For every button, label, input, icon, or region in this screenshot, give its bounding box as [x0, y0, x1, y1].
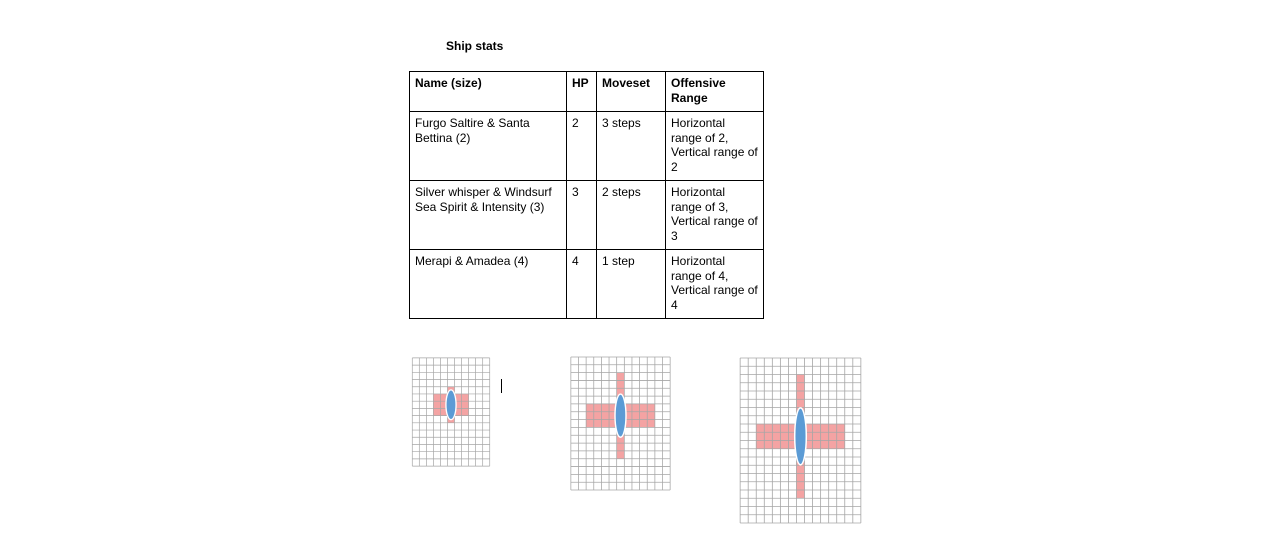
- range-diagram-size-2: [411, 357, 491, 467]
- header-offensive-range: Offensive Range: [665, 71, 764, 112]
- cell-hp: 3: [566, 180, 597, 250]
- grid-lines: [411, 357, 491, 467]
- range-diagram-size-4: [739, 357, 862, 524]
- cell-hp: 4: [566, 249, 597, 319]
- cell-name: Silver whisper & Windsurf Sea Spirit & I…: [409, 180, 567, 250]
- table-row: Furgo Saltire & Santa Bettina (2) 2 3 st…: [409, 111, 764, 181]
- cell-range: Horizontal range of 3, Vertical range of…: [665, 180, 764, 250]
- table-header-row: Name (size) HP Moveset Offensive Range: [409, 71, 764, 112]
- text-cursor: [501, 379, 502, 393]
- header-hp: HP: [566, 71, 597, 112]
- cell-name: Merapi & Amadea (4): [409, 249, 567, 319]
- header-name-size: Name (size): [409, 71, 567, 112]
- range-diagram-size-3: [570, 356, 671, 491]
- cell-name: Furgo Saltire & Santa Bettina (2): [409, 111, 567, 181]
- table-row: Merapi & Amadea (4) 4 1 step Horizontal …: [409, 249, 764, 319]
- grid-lines: [570, 356, 671, 491]
- table-row: Silver whisper & Windsurf Sea Spirit & I…: [409, 180, 764, 250]
- document-title: Ship stats: [446, 39, 504, 53]
- header-moveset: Moveset: [596, 71, 666, 112]
- cell-moveset: 2 steps: [596, 180, 666, 250]
- cell-hp: 2: [566, 111, 597, 181]
- ship-marker: [445, 389, 457, 421]
- ship-marker: [793, 407, 808, 466]
- cell-range: Horizontal range of 4, Vertical range of…: [665, 249, 764, 319]
- cell-moveset: 1 step: [596, 249, 666, 319]
- cell-moveset: 3 steps: [596, 111, 666, 181]
- ship-stats-table: Name (size) HP Moveset Offensive Range F…: [409, 71, 764, 319]
- cell-range: Horizontal range of 2, Vertical range of…: [665, 111, 764, 181]
- ship-marker: [614, 393, 627, 438]
